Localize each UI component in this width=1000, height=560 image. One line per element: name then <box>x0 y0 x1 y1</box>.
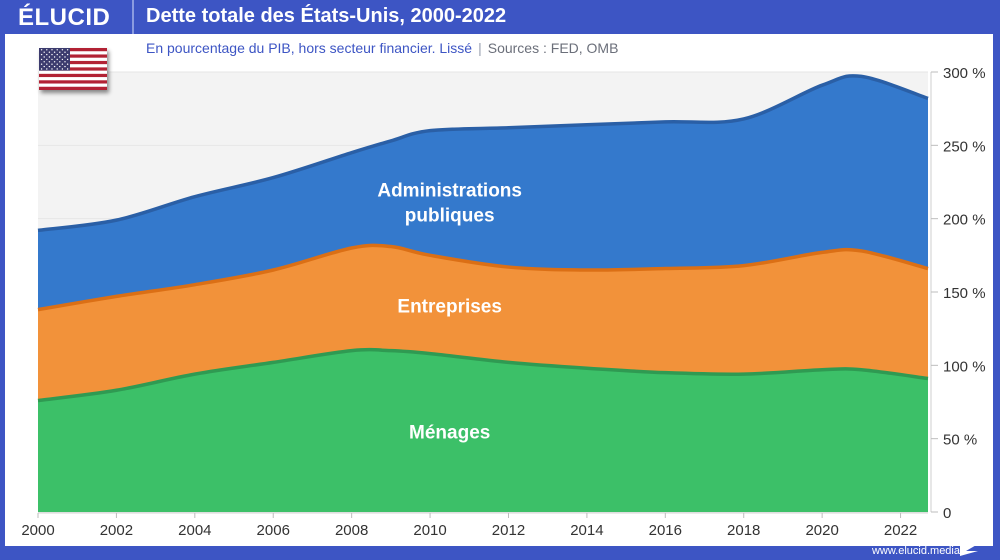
subtitle-text: En pourcentage du PIB, hors secteur fina… <box>146 40 473 56</box>
x-tick-label: 2008 <box>335 522 368 539</box>
series-label-business: Entreprises <box>397 297 502 318</box>
series-label-line: Ménages <box>409 423 490 444</box>
x-tick-label: 2014 <box>570 522 603 539</box>
x-tick-label: 2016 <box>649 522 682 539</box>
header-bar: ÉLUCID Dette totale des États-Unis, 2000… <box>0 0 1000 34</box>
sources-text: Sources : FED, OMB <box>487 40 619 56</box>
x-tick-label: 2020 <box>805 522 838 539</box>
header-divider <box>132 0 134 34</box>
series-label-line: Administrations <box>377 181 522 202</box>
y-tick-label: 250 % <box>943 138 986 155</box>
line-government <box>37 74 929 233</box>
x-tick-label: 2004 <box>178 522 211 539</box>
chart-title: Dette totale des États-Unis, 2000-2022 <box>146 5 507 27</box>
x-tick-label: 2022 <box>884 522 917 539</box>
y-tick-label: 150 % <box>943 285 986 302</box>
series-label-line: publiques <box>405 206 495 227</box>
footer-url[interactable]: www.elucid.media <box>871 545 960 557</box>
x-tick-label: 2006 <box>257 522 290 539</box>
subtitle-separator: | <box>478 40 482 56</box>
y-tick-label: 100 % <box>943 358 986 375</box>
area-households <box>38 349 928 512</box>
y-tick-label: 50 % <box>943 432 977 449</box>
x-tick-label: 2012 <box>492 522 525 539</box>
x-tick-label: 2018 <box>727 522 760 539</box>
x-tick-label: 2010 <box>413 522 446 539</box>
x-tick-label: 2000 <box>21 522 54 539</box>
area-government <box>38 75 928 310</box>
line-business <box>37 243 929 312</box>
x-tick-label: 2002 <box>100 522 133 539</box>
series-label-government: Administrations publiques <box>377 181 522 227</box>
series-label-households: Ménages <box>409 423 490 444</box>
series-label-line: Entreprises <box>397 297 502 318</box>
elucid-mark-icon <box>960 542 978 556</box>
elucid-logo: ÉLUCID <box>18 4 111 31</box>
y-tick-label: 0 <box>943 505 951 522</box>
us-flag-icon <box>39 48 107 90</box>
y-tick-label: 200 % <box>943 212 986 229</box>
y-tick-label: 300 % <box>943 65 986 82</box>
chart-subtitle: En pourcentage du PIB, hors secteur fina… <box>146 40 618 56</box>
area-business <box>38 245 928 401</box>
line-households <box>37 347 929 403</box>
